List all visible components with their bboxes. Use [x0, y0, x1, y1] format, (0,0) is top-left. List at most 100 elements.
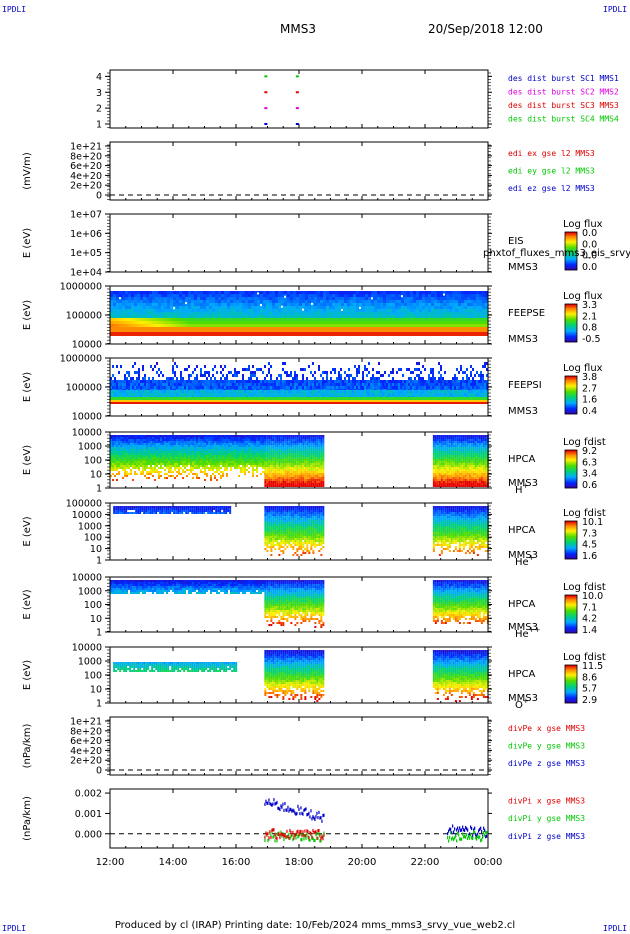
- colorbar-tick-label: 3.3: [582, 300, 597, 311]
- spectrogram-cell: [252, 383, 254, 386]
- spectrogram-cell: [256, 393, 258, 396]
- colorbar-swatch: [565, 409, 577, 411]
- spectrogram-cell: [275, 321, 278, 324]
- spectrogram-cell: [478, 380, 480, 383]
- spectrogram-cell: [224, 306, 227, 309]
- colorbar: [564, 231, 578, 271]
- spectrogram-cell: [419, 318, 422, 321]
- spectrogram-cell: [455, 312, 458, 315]
- spectrogram-cell: [290, 332, 293, 336]
- spectrogram-cell: [428, 315, 431, 318]
- spectrogram-cell: [467, 315, 470, 318]
- spectrogram-cell: [149, 321, 152, 324]
- spectrogram-cell: [376, 371, 378, 374]
- spectrogram-cell: [194, 377, 196, 380]
- spectrogram-cell: [260, 383, 262, 386]
- spectrogram-cell: [143, 294, 146, 297]
- spectrogram-cell: [320, 327, 323, 332]
- spectrogram-cell: [426, 393, 428, 396]
- spectrogram-cell: [152, 390, 154, 393]
- spectrogram-cell: [173, 332, 176, 336]
- spectrogram-cell: [302, 303, 305, 306]
- spectrogram-cell: [407, 312, 410, 315]
- spectrogram-cell: [329, 324, 332, 327]
- spectrogram-cell: [310, 393, 312, 396]
- spectrogram-cell: [428, 297, 431, 300]
- spectrogram-cell: [440, 312, 443, 315]
- spectrogram-cell: [113, 318, 116, 321]
- spectrogram-cell: [194, 386, 196, 389]
- spectrogram-cell: [474, 393, 476, 396]
- spectrogram-cell: [443, 306, 446, 309]
- spectrogram-cell: [364, 368, 366, 371]
- spectrogram-cell: [268, 371, 270, 374]
- spectrogram-cell: [282, 390, 284, 393]
- spectrogram-cell: [166, 377, 168, 380]
- spectrogram-cell: [308, 303, 311, 306]
- spectrogram-cell: [248, 332, 251, 336]
- spectrogram-cell: [316, 393, 318, 396]
- spectrogram-cell: [440, 402, 442, 404]
- spectrogram-cell: [356, 327, 359, 332]
- spectrogram-cell: [473, 309, 476, 312]
- spectrogram-cell: [176, 306, 179, 309]
- spectrogram-cell: [203, 315, 206, 318]
- spectrogram-cell: [299, 291, 302, 294]
- spectrogram-cell: [143, 318, 146, 321]
- spectrogram-cell: [182, 400, 184, 402]
- spectrogram-cell: [426, 383, 428, 386]
- spectrogram-cell: [164, 393, 166, 396]
- spectrogram-cell: [194, 291, 197, 294]
- spectrogram-cell: [266, 402, 268, 404]
- spectrogram-cell: [154, 397, 156, 400]
- colorbar-tick-label: 0.0: [582, 228, 597, 239]
- spectrogram-cell: [372, 377, 374, 380]
- spectrogram-cell: [254, 371, 256, 374]
- spectrogram-cell: [460, 383, 462, 386]
- spectrogram-cell: [358, 371, 360, 374]
- spectrogram-cell: [383, 327, 386, 332]
- spectrogram-cell: [176, 291, 179, 294]
- spectrogram-cell: [384, 400, 386, 402]
- spectrogram-cell: [194, 327, 197, 332]
- spectrogram-cell: [454, 402, 456, 404]
- spectrogram-cell: [347, 297, 350, 300]
- spectrogram-cell: [368, 297, 371, 300]
- spectrogram-cell: [416, 362, 418, 365]
- spectrogram-cell: [138, 374, 140, 377]
- spectrogram-cell: [341, 294, 344, 297]
- spectrogram-cell: [440, 318, 443, 321]
- spectrogram-cell: [172, 400, 174, 402]
- spectrogram-cell: [204, 386, 206, 389]
- spectrogram-cell: [454, 377, 456, 380]
- spectrogram-cell: [314, 393, 316, 396]
- colorbar-swatch: [565, 380, 577, 382]
- spectrogram-cell: [254, 306, 257, 309]
- spectrogram-cell: [144, 390, 146, 393]
- spectrogram-cell: [233, 297, 236, 300]
- spectrogram-cell: [204, 380, 206, 383]
- spectrogram-cell: [113, 300, 116, 303]
- spectrogram-cell: [270, 402, 272, 404]
- spectrogram-cell: [413, 324, 416, 327]
- spectrogram-cell: [388, 383, 390, 386]
- spectrogram-cell: [172, 368, 174, 371]
- spectrogram-cell: [478, 400, 480, 402]
- spectrogram-cell: [359, 327, 362, 332]
- spectrogram-cell: [422, 393, 424, 396]
- spectrogram-cell: [434, 390, 436, 393]
- spectrogram-cell: [424, 402, 426, 404]
- spectrogram-cell: [160, 386, 162, 389]
- spectrogram-cell: [461, 324, 464, 327]
- spectrogram-cell: [234, 390, 236, 393]
- spectrogram-cell: [368, 315, 371, 318]
- spectrogram-cell: [266, 309, 269, 312]
- spectrogram-cell: [246, 386, 248, 389]
- spectrogram-cell: [179, 318, 182, 321]
- spectrogram-cell: [382, 383, 384, 386]
- spectrogram-cell: [270, 365, 272, 368]
- spectrogram-cell: [430, 397, 432, 400]
- spectrogram-cell: [184, 397, 186, 400]
- spectrogram-cell: [323, 324, 326, 327]
- spectrogram-cell: [376, 377, 378, 380]
